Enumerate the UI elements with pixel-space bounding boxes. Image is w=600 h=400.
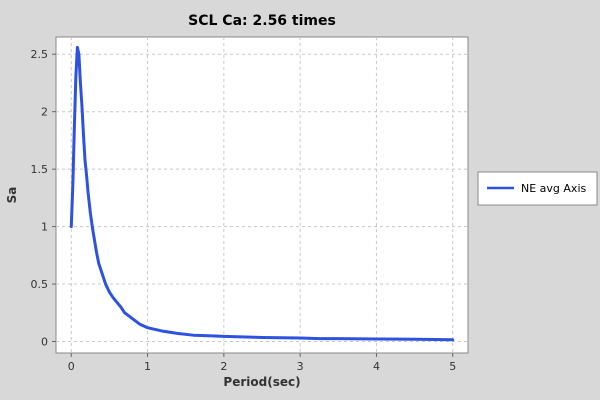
- plot-area: [55, 36, 469, 354]
- x-axis-title: Period(sec): [223, 375, 300, 389]
- x-tick-label: 1: [144, 360, 151, 373]
- y-tick-label: 2.5: [31, 48, 49, 61]
- y-axis-title: Sa: [5, 187, 19, 204]
- series-line: [69, 45, 455, 342]
- x-tick-label: 5: [449, 360, 456, 373]
- x-tick-label: 2: [220, 360, 227, 373]
- y-tick-label: 1: [41, 221, 48, 234]
- y-tick-label: 2: [41, 106, 48, 119]
- y-tick-label: 1.5: [31, 163, 49, 176]
- x-tick-label: 0: [68, 360, 75, 373]
- chart-title: SCL Ca: 2.56 times: [188, 13, 336, 29]
- legend: NE avg Axis: [477, 171, 598, 206]
- x-tick-label: 3: [297, 360, 304, 373]
- axis-ticks: 0 1 2 3 4 5 0 0.5 1 1.5 2 2.5: [31, 48, 457, 373]
- legend-label: NE avg Axis: [521, 182, 586, 195]
- y-tick-label: 0.5: [31, 278, 49, 291]
- x-tick-label: 4: [373, 360, 380, 373]
- y-tick-label: 0: [41, 336, 48, 349]
- series-layer: [69, 45, 455, 342]
